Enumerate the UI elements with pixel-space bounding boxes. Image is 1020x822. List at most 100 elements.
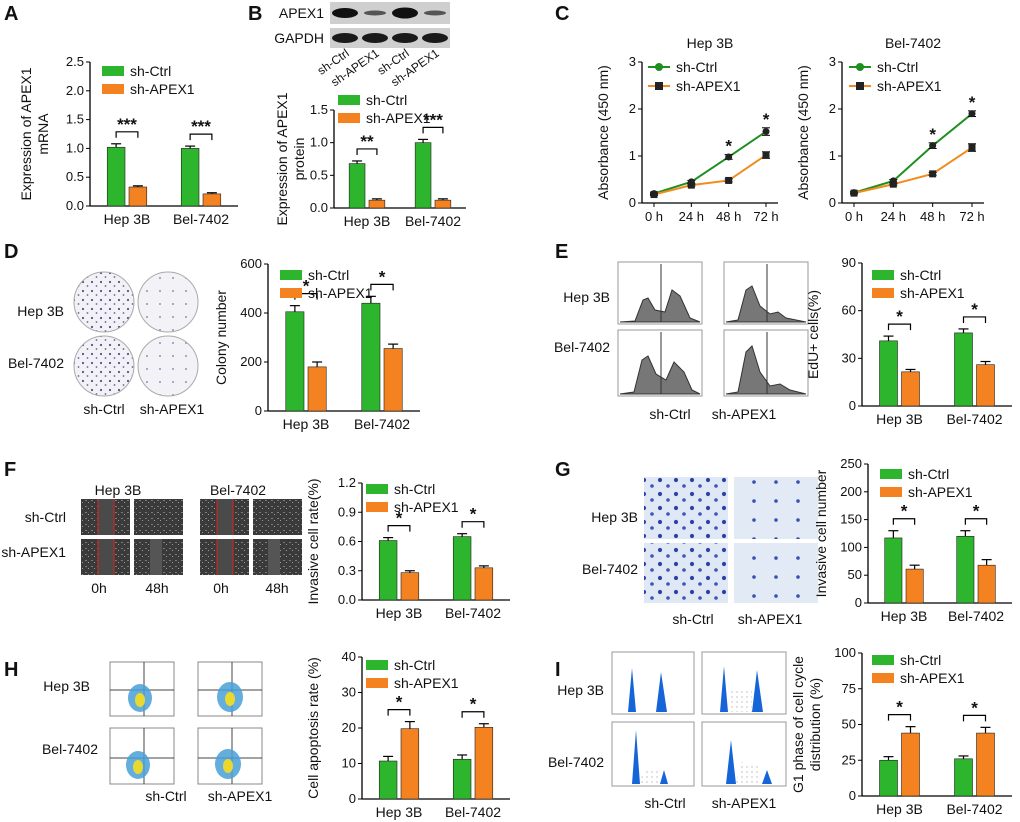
row-label: Bel-7402 bbox=[554, 339, 610, 355]
significance-label: ** bbox=[360, 132, 374, 151]
row-label: Bel-7402 bbox=[42, 741, 98, 757]
y-axis-label: Expression of APEX1protein bbox=[274, 92, 307, 225]
col-label: 0h bbox=[213, 580, 229, 596]
legend-marker-ctrl bbox=[655, 63, 663, 71]
legend-swatch-ctrl bbox=[872, 270, 894, 280]
y-axis-label: Absorbance (450 nm) bbox=[795, 65, 811, 200]
legend: sh-Ctrl sh-APEX1 bbox=[102, 63, 195, 97]
group-label: Bel-7402 bbox=[210, 482, 266, 498]
scatter-core bbox=[133, 760, 143, 774]
panel-label-c: C bbox=[555, 3, 569, 25]
legend-swatch-apex bbox=[338, 113, 360, 123]
significance-bracket bbox=[887, 323, 912, 331]
wound-gap bbox=[150, 539, 162, 575]
y-axis-label: Invasive cell number bbox=[813, 469, 829, 597]
wound-image bbox=[253, 499, 302, 535]
bar bbox=[901, 371, 920, 407]
bar bbox=[901, 732, 920, 797]
bar bbox=[348, 163, 366, 209]
row-label: Hep 3B bbox=[43, 678, 90, 694]
significance-label: * bbox=[396, 693, 403, 712]
x-category-label: Bel-7402 bbox=[445, 605, 501, 621]
y-tick-label: 25 bbox=[842, 752, 856, 767]
y-tick-label: 60 bbox=[842, 303, 856, 318]
significance-bracket bbox=[962, 316, 987, 323]
y-tick-label: 2 bbox=[829, 101, 836, 116]
bar bbox=[977, 564, 996, 604]
row-label: sh-APEX1 bbox=[1, 544, 66, 560]
y-axis-label: Expression of APEX1mRNA bbox=[18, 67, 51, 200]
significance-label: * bbox=[470, 505, 477, 524]
histogram-shape bbox=[619, 355, 701, 395]
blot-strip-apex1 bbox=[330, 2, 450, 24]
y-tick-label: 1 bbox=[629, 148, 636, 163]
g2-peak bbox=[652, 672, 667, 712]
legend: sh-Ctrl sh-APEX1 bbox=[872, 652, 965, 686]
y-tick-label: 1.2 bbox=[338, 475, 356, 490]
chart-title: Bel-7402 bbox=[885, 35, 941, 51]
x-tick-label: 24 h bbox=[881, 209, 906, 224]
legend-label-apex: sh-APEX1 bbox=[130, 81, 195, 97]
x-category-label: Bel-7402 bbox=[445, 804, 501, 820]
s-phase bbox=[736, 762, 760, 784]
legend-label-apex: sh-APEX1 bbox=[366, 110, 431, 126]
y-axis-label-line: Cell apoptosis rate (%) bbox=[305, 657, 321, 799]
y-tick-label: 0.6 bbox=[338, 534, 356, 549]
y-tick-label: 30 bbox=[842, 350, 856, 365]
legend-label-ctrl: sh-Ctrl bbox=[676, 59, 717, 75]
panel-label-g: G bbox=[555, 459, 571, 481]
wound-images: Hep 3B Bel-7402 sh-Ctrl sh-APEX1 0h 48h … bbox=[1, 482, 302, 596]
bar bbox=[400, 572, 420, 601]
y-tick-label: 0.0 bbox=[310, 200, 328, 215]
significance-label: *** bbox=[117, 115, 137, 134]
x-category-label: Hep 3B bbox=[876, 801, 923, 817]
y-axis-label: EdU+ cells(%) bbox=[805, 290, 821, 379]
legend-label-apex: sh-APEX1 bbox=[908, 484, 973, 500]
col-label: sh-Ctrl bbox=[83, 401, 124, 417]
significance-label: * bbox=[973, 502, 980, 521]
y-axis: 0 30 60 90 EdU+ cells(%) bbox=[805, 255, 863, 413]
bar bbox=[879, 340, 898, 407]
significance-bracket bbox=[964, 518, 988, 525]
bar bbox=[307, 366, 327, 412]
s-phase bbox=[640, 768, 660, 784]
significance-label: *** bbox=[191, 117, 211, 136]
series-line bbox=[853, 112, 973, 194]
g2-peak bbox=[656, 770, 668, 784]
legend-label-ctrl: sh-Ctrl bbox=[908, 466, 949, 482]
y-tick-label: 3 bbox=[629, 54, 636, 69]
significance-label: * bbox=[303, 277, 310, 296]
legend-label-apex: sh-APEX1 bbox=[676, 78, 741, 94]
y-axis-label-line: Expression of APEX1 bbox=[18, 67, 34, 200]
y-tick-label: 0.5 bbox=[310, 167, 328, 182]
y-tick-label: 1 bbox=[829, 148, 836, 163]
y-tick-label: 0.0 bbox=[66, 198, 84, 213]
bar bbox=[180, 148, 200, 207]
bar bbox=[128, 186, 148, 207]
legend-marker-apex bbox=[856, 82, 864, 90]
y-tick-label: 0.5 bbox=[66, 169, 84, 184]
significance-label: * bbox=[929, 125, 936, 144]
histogram-shape bbox=[725, 285, 807, 323]
g1-peak bbox=[722, 740, 736, 784]
legend-swatch-ctrl bbox=[366, 660, 388, 670]
bar bbox=[414, 142, 432, 209]
bar bbox=[976, 364, 995, 407]
significance-label: * bbox=[763, 110, 770, 129]
significance-bracket bbox=[370, 283, 394, 291]
wound-gap bbox=[268, 539, 280, 575]
data-point bbox=[889, 180, 897, 188]
col-label: sh-APEX1 bbox=[712, 795, 777, 811]
bar bbox=[474, 567, 494, 601]
y-axis-label-line: Colony number bbox=[213, 290, 229, 385]
histogram-frame bbox=[611, 651, 695, 715]
significance-bracket bbox=[887, 714, 912, 721]
series-line bbox=[653, 130, 767, 195]
legend-swatch-apex bbox=[102, 84, 124, 94]
significance-bracket bbox=[461, 711, 485, 718]
panel-label-b: B bbox=[248, 3, 262, 25]
y-axis-label: Absorbance (450 nm) bbox=[595, 65, 611, 200]
data-point bbox=[650, 191, 658, 199]
